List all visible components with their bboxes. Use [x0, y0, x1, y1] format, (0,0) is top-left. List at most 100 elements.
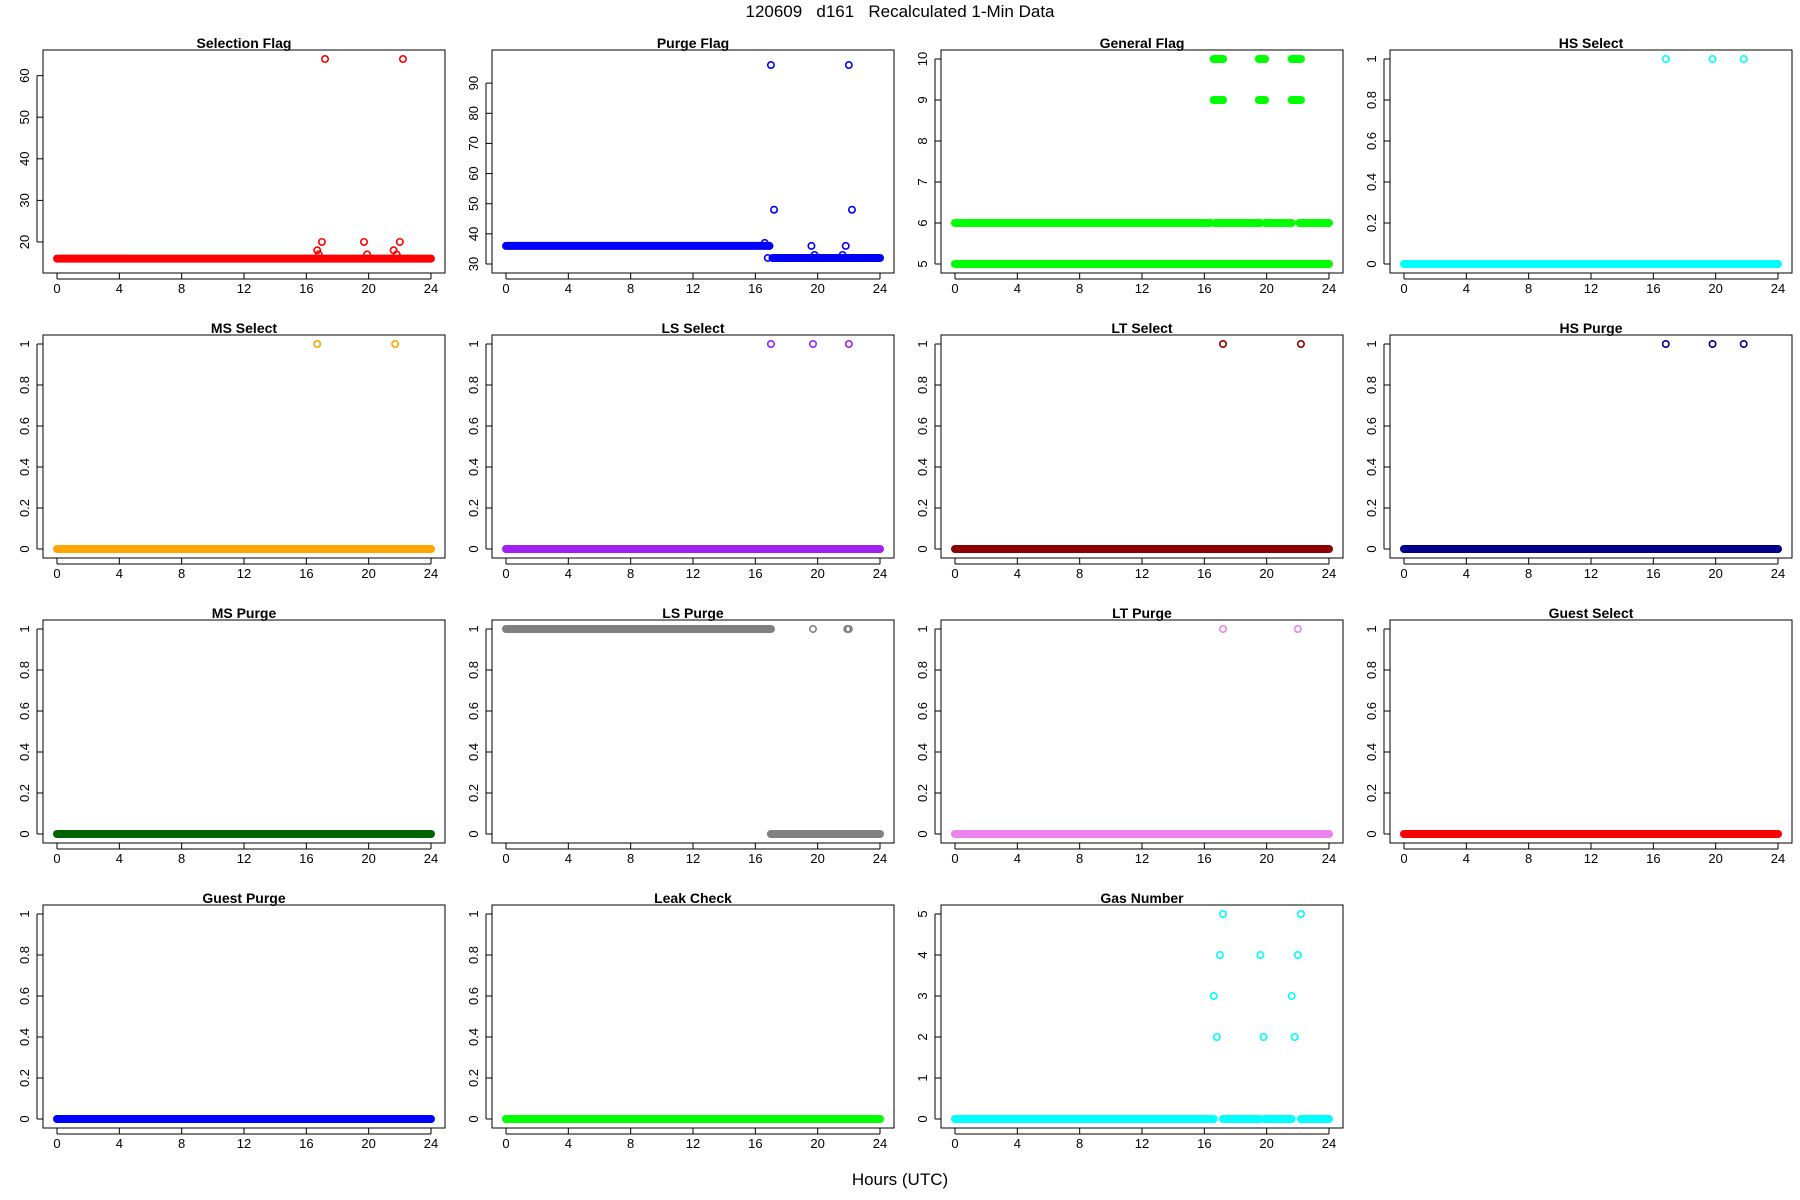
y-tick-label: 5	[915, 910, 930, 917]
x-tick-label: 12	[237, 281, 251, 296]
x-tick-label: 4	[565, 851, 572, 866]
data-point	[363, 250, 372, 259]
y-tick-label: 0.2	[466, 499, 481, 517]
panel-title: MS Select	[211, 320, 277, 336]
y-tick-label: 0.6	[1364, 417, 1379, 435]
panel-hs-select: HS Select 0 4 8 12 16 20 24 0 0.2 0.4 0.6 0.8 1	[1364, 35, 1793, 296]
data-point	[808, 624, 817, 633]
y-tick-label: 0.8	[466, 376, 481, 394]
y-tick-label: 0	[466, 545, 481, 552]
y-tick-label: 0.4	[1364, 173, 1379, 191]
x-tick-label: 4	[1463, 851, 1470, 866]
data-point	[844, 61, 853, 70]
x-tick-label: 4	[565, 1136, 572, 1151]
panel-title: LT Purge	[1112, 605, 1172, 621]
panel-hs-purge: HS Purge 0 4 8 12 16 20 24 0 0.2 0.4 0.6 0.8 1	[1364, 320, 1793, 581]
x-tick-label: 12	[1584, 851, 1598, 866]
data-point	[1293, 624, 1302, 633]
plot-frame	[1389, 619, 1793, 844]
panel-title: Gas Number	[1100, 890, 1184, 906]
data-point	[1215, 950, 1224, 959]
x-tick-label: 0	[53, 566, 60, 581]
panel-title: General Flag	[1100, 35, 1185, 51]
panel-title: Leak Check	[654, 890, 732, 906]
x-tick-label: 24	[424, 851, 438, 866]
data-point	[313, 339, 322, 348]
y-tick-label: 0	[915, 830, 930, 837]
x-tick-label: 0	[951, 1136, 958, 1151]
y-tick-label: 20	[17, 235, 32, 249]
panel-title: LS Purge	[662, 605, 724, 621]
y-tick-label: 0	[1364, 830, 1379, 837]
x-tick-label: 16	[1646, 566, 1660, 581]
panel-ls-purge: LS Purge 0 4 8 12 16 20 24 0 0.2 0.4 0.6 0.8 1	[466, 605, 895, 866]
y-tick-label: 10	[915, 52, 930, 66]
y-tick-label: 0.6	[17, 987, 32, 1005]
y-tick-label: 1	[466, 910, 481, 917]
y-tick-label: 0	[915, 545, 930, 552]
data-point	[770, 205, 779, 214]
data-point	[1219, 339, 1228, 348]
x-tick-label: 4	[116, 851, 123, 866]
x-tick-label: 20	[810, 566, 824, 581]
plot-frame	[1389, 334, 1793, 559]
panel-title: HS Select	[1559, 35, 1624, 51]
x-tick-label: 16	[1197, 281, 1211, 296]
x-tick-label: 0	[951, 851, 958, 866]
y-tick-label: 30	[17, 193, 32, 207]
data-point	[838, 250, 847, 259]
x-tick-label: 0	[951, 566, 958, 581]
x-tick-label: 12	[1584, 281, 1598, 296]
y-tick-label: 8	[915, 137, 930, 144]
data-point	[765, 241, 774, 250]
x-tick-label: 20	[1259, 851, 1273, 866]
y-tick-label: 0.8	[466, 946, 481, 964]
data-point	[1219, 909, 1228, 918]
plot-frame	[491, 619, 895, 844]
panel-title: Guest Select	[1549, 605, 1634, 621]
data-point	[321, 54, 330, 63]
y-tick-label: 0.6	[1364, 132, 1379, 150]
y-tick-label: 0.4	[915, 743, 930, 761]
x-tick-label: 16	[1197, 566, 1211, 581]
y-tick-label: 0.8	[466, 661, 481, 679]
data-point	[398, 54, 407, 63]
data-point	[808, 339, 817, 348]
panel-ms-select: MS Select 0 4 8 12 16 20 24 0 0.2 0.4 0.6 0.8 1	[17, 320, 446, 581]
x-tick-label: 24	[424, 1136, 438, 1151]
data-point	[1739, 339, 1748, 348]
y-tick-label: 7	[915, 178, 930, 185]
panel-ms-purge: MS Purge 0 4 8 12 16 20 24 0 0.2 0.4 0.6 0.8 1	[17, 605, 446, 866]
x-tick-label: 0	[53, 851, 60, 866]
y-tick-label: 1	[915, 340, 930, 347]
y-tick-label: 0.6	[17, 417, 32, 435]
x-tick-label: 20	[361, 281, 375, 296]
y-tick-label: 70	[466, 136, 481, 150]
panel-leak-check: Leak Check 0 4 8 12 16 20 24 0 0.2 0.4 0.6 0.8 1	[466, 890, 895, 1151]
y-tick-label: 0.6	[466, 702, 481, 720]
x-tick-label: 20	[1708, 281, 1722, 296]
x-tick-label: 20	[1259, 566, 1273, 581]
y-tick-label: 0.2	[1364, 499, 1379, 517]
plot-frame	[1389, 49, 1793, 274]
data-point	[1212, 1033, 1221, 1042]
y-tick-label: 0.6	[915, 702, 930, 720]
x-tick-label: 20	[361, 1136, 375, 1151]
data-point	[1219, 624, 1228, 633]
x-tick-label: 24	[1771, 566, 1785, 581]
panel-general-flag: General Flag 0 4 8 12 16 20 24 5 6 7 8 9 10	[915, 35, 1344, 296]
y-tick-label: 1	[1364, 55, 1379, 62]
panel-guest-select: Guest Select 0 4 8 12 16 20 24 0 0.2 0.4 0.6 0.8 1	[1364, 605, 1793, 866]
x-tick-label: 16	[299, 566, 313, 581]
x-tick-label: 8	[1076, 281, 1083, 296]
y-tick-label: 0.8	[17, 376, 32, 394]
x-tick-label: 20	[810, 1136, 824, 1151]
y-tick-label: 80	[466, 106, 481, 120]
x-tick-label: 12	[686, 851, 700, 866]
x-tick-label: 16	[748, 566, 762, 581]
x-tick-label: 8	[178, 1136, 185, 1151]
x-tick-label: 24	[873, 281, 887, 296]
x-tick-label: 12	[237, 1136, 251, 1151]
plot-frame	[42, 334, 446, 559]
data-point	[391, 339, 400, 348]
